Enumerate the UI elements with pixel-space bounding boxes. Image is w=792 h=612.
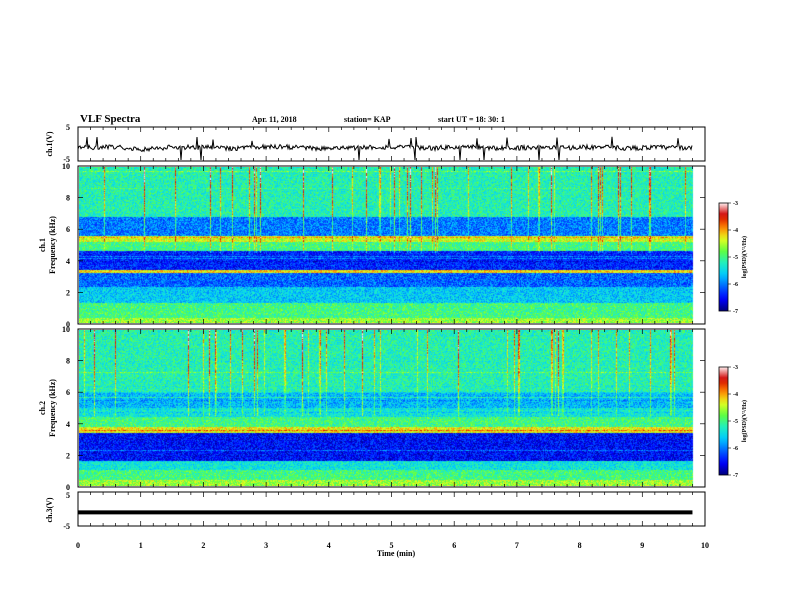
ch2-spectrogram-image xyxy=(79,330,694,486)
x-tick-label: 5 xyxy=(390,541,394,550)
ch3-ylabel: ch.3(V) xyxy=(45,497,54,522)
colorbar-tick-label: -3 xyxy=(733,365,738,371)
freq-tick-label: 0 xyxy=(66,320,70,329)
ch2-spec-ylabel: Frequency (kHz) xyxy=(48,379,57,437)
freq-tick-label: 6 xyxy=(66,388,70,397)
x-tick-label: 1 xyxy=(139,541,143,550)
ch1-waveform-line xyxy=(77,136,693,161)
ch1-spec-ylabel: Frequency (kHz) xyxy=(48,216,57,274)
ch3-waveform-panel: 5 -5 ch.3(V) xyxy=(45,491,706,531)
colorbar-tick-label: -6 xyxy=(733,282,738,288)
ch1-spec-channel-label: ch.1 xyxy=(38,238,47,252)
ch1-colorbar-label: log(PSD)(V²/Hz) xyxy=(741,236,748,278)
ch1-ytick-bottom: -5 xyxy=(63,155,70,164)
colorbar-tick-label: -3 xyxy=(733,201,738,207)
x-axis-tick-labels: 0 1 2 3 4 5 6 7 8 9 10 xyxy=(76,541,709,550)
freq-tick-label: 4 xyxy=(66,257,70,266)
colorbar-tick-label: -5 xyxy=(733,419,738,425)
x-tick-label: 9 xyxy=(640,541,644,550)
colorbar-tick-label: -6 xyxy=(733,446,738,452)
x-axis-label: Time (min) xyxy=(377,549,416,558)
ch2-colorbar-label: log(PSD)(V²/Hz) xyxy=(741,400,748,442)
x-tick-label: 3 xyxy=(264,541,268,550)
ch1-colorbar xyxy=(719,203,728,311)
x-tick-label: 8 xyxy=(578,541,582,550)
x-tick-label: 4 xyxy=(327,541,331,550)
ch3-tick-marks xyxy=(77,492,706,526)
freq-tick-label: 8 xyxy=(66,357,70,366)
freq-tick-label: 4 xyxy=(66,420,70,429)
freq-tick-label: 6 xyxy=(66,225,70,234)
colorbar-tick-label: -7 xyxy=(733,473,738,479)
x-tick-label: 7 xyxy=(515,541,519,550)
start-time-label: start UT = 18: 30: 1 xyxy=(438,115,505,124)
ch1-spectrogram-image xyxy=(79,167,694,323)
freq-tick-label: 0 xyxy=(66,483,70,492)
freq-tick-label: 8 xyxy=(66,194,70,203)
x-tick-label: 10 xyxy=(701,541,709,550)
ch2-spec-channel-label: ch.2 xyxy=(38,401,47,415)
freq-tick-label: 2 xyxy=(66,288,70,297)
colorbar-tick-label: -7 xyxy=(733,309,738,315)
ch1-frame xyxy=(77,126,706,162)
x-tick-label: 6 xyxy=(452,541,456,550)
colorbar-tick-label: -5 xyxy=(733,255,738,261)
ch1-waveform-panel: 5 -5 ch.1(V) xyxy=(45,123,706,164)
ch2-colorbar xyxy=(719,367,728,475)
ch3-frame xyxy=(77,491,706,527)
ch1-spec-yticks: 0 2 4 6 8 10 xyxy=(62,162,705,329)
ch1-colorbar-ticks: -3 -4 -5 -6 -7 xyxy=(728,201,738,315)
x-tick-label: 2 xyxy=(201,541,205,550)
date-label: Apr. 11, 2018 xyxy=(252,115,297,124)
freq-tick-label: 10 xyxy=(62,162,70,171)
ch1-ylabel: ch.1(V) xyxy=(45,131,54,156)
ch1-spec-tick-marks xyxy=(77,166,706,324)
x-tick-label: 0 xyxy=(76,541,80,550)
freq-tick-label: 2 xyxy=(66,451,70,460)
ch3-ytick-top: 5 xyxy=(66,491,70,500)
figure-title: VLF Spectra xyxy=(80,113,141,125)
colorbar-tick-label: -4 xyxy=(733,392,738,398)
ch2-spec-yticks: 0 2 4 6 8 10 xyxy=(62,325,705,492)
station-label: station= KAP xyxy=(344,115,391,124)
ch2-spec-tick-marks xyxy=(77,329,706,487)
ch1-ytick-top: 5 xyxy=(66,123,70,132)
colorbar-tick-label: -4 xyxy=(733,228,738,234)
freq-tick-label: 10 xyxy=(62,325,70,334)
ch3-ytick-bottom: -5 xyxy=(63,522,70,531)
ch1-tick-marks xyxy=(77,127,706,161)
ch2-colorbar-ticks: -3 -4 -5 -6 -7 xyxy=(728,365,738,479)
